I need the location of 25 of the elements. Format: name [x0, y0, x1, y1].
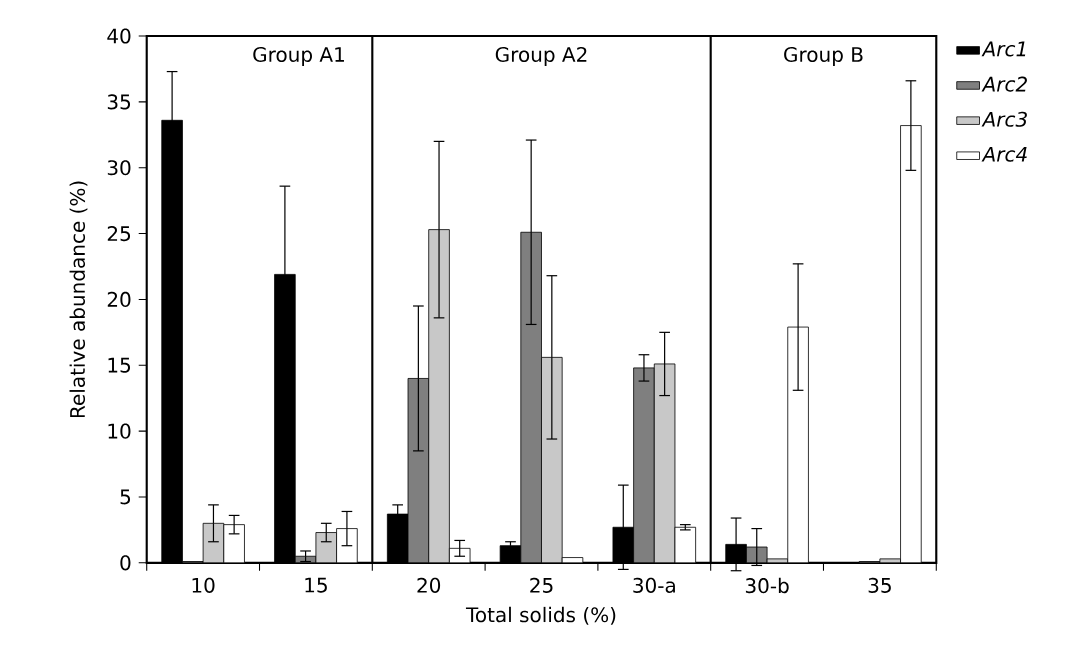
legend-label: Arc2: [981, 76, 1027, 92]
y-tick-label: 25: [107, 225, 131, 242]
annotation: Group A2: [495, 46, 587, 66]
annotation: Group A1: [253, 46, 344, 66]
y-axis-title: Relative abundance (%): [69, 181, 88, 417]
y-tick-label: 5: [120, 489, 131, 505]
annotation: Group B: [784, 46, 863, 66]
y-tick-label: 0: [120, 555, 131, 571]
x-tick-label: 10: [192, 577, 215, 593]
y-tick-label: 10: [108, 423, 131, 439]
x-tick-label: 15: [305, 577, 327, 593]
y-tick-label: 20: [107, 291, 131, 307]
legend-label: Arc3: [981, 111, 1027, 127]
y-tick-label: 40: [107, 28, 131, 44]
x-tick-label: 35: [868, 577, 891, 593]
x-tick-label: 30-a: [633, 577, 675, 593]
y-tick-label: 15: [108, 357, 131, 373]
x-axis-title: Total solids (%): [465, 606, 616, 625]
y-tick-label: 35: [107, 94, 131, 110]
x-tick-label: 20: [417, 577, 441, 593]
x-tick-label: 25: [530, 577, 553, 593]
legend-label: Arc4: [981, 146, 1027, 162]
legend-label: Arc1: [981, 41, 1026, 57]
y-tick-label: 30: [107, 160, 131, 176]
x-tick-label: 30-b: [745, 577, 789, 594]
